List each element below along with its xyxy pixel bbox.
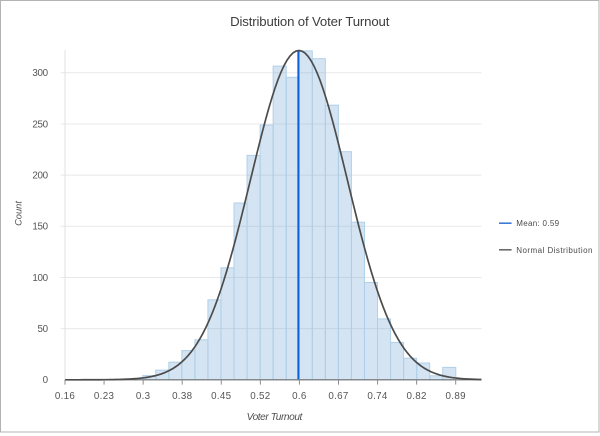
svg-text:Normal Distribution: Normal Distribution xyxy=(516,246,593,255)
svg-text:150: 150 xyxy=(32,222,48,233)
svg-text:0.23: 0.23 xyxy=(94,391,115,402)
svg-text:Mean: 0.59: Mean: 0.59 xyxy=(516,219,559,228)
svg-text:0.38: 0.38 xyxy=(172,391,193,402)
svg-text:Count: Count xyxy=(14,201,24,226)
svg-text:0.52: 0.52 xyxy=(250,391,270,402)
svg-text:0.6: 0.6 xyxy=(292,391,307,402)
svg-text:300: 300 xyxy=(32,68,48,79)
svg-text:0: 0 xyxy=(43,375,49,386)
svg-text:0.45: 0.45 xyxy=(211,391,232,402)
svg-text:250: 250 xyxy=(32,119,48,130)
svg-text:0.74: 0.74 xyxy=(367,391,388,402)
svg-text:200: 200 xyxy=(32,171,48,182)
svg-text:0.16: 0.16 xyxy=(55,391,76,402)
svg-text:0.67: 0.67 xyxy=(328,391,348,402)
svg-text:0.3: 0.3 xyxy=(136,391,151,402)
svg-text:Distribution of Voter Turnout: Distribution of Voter Turnout xyxy=(230,14,390,29)
svg-text:0.82: 0.82 xyxy=(406,391,426,402)
svg-text:50: 50 xyxy=(37,324,48,335)
svg-text:100: 100 xyxy=(32,273,48,284)
svg-text:Voter Turnout: Voter Turnout xyxy=(247,412,304,423)
svg-text:0.89: 0.89 xyxy=(446,391,466,402)
